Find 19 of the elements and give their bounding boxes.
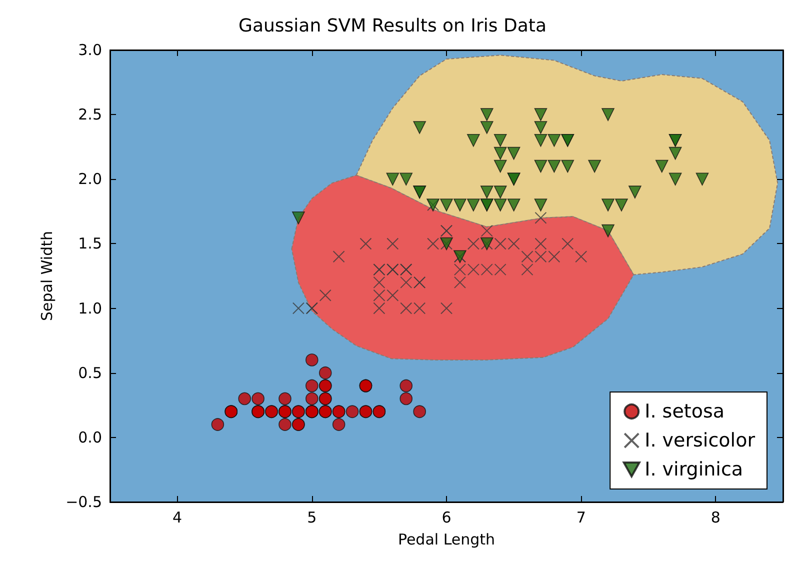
- x-tick-label: 7: [576, 508, 586, 526]
- legend-label: I. versicolor: [644, 430, 756, 452]
- chart-title: Gaussian SVM Results on Iris Data: [238, 16, 546, 36]
- x-tick-label: 4: [172, 508, 182, 526]
- x-tick-label: 5: [307, 508, 317, 526]
- y-tick-label: 0.5: [78, 364, 102, 382]
- y-tick-label: 2.5: [78, 106, 102, 124]
- legend-label: I. virginica: [644, 458, 744, 480]
- y-tick-label: 1.0: [78, 299, 102, 318]
- legend-label: I. setosa: [644, 400, 724, 422]
- y-axis-title: Sepal Width: [38, 231, 56, 321]
- y-tick-label: 1.5: [78, 234, 102, 253]
- y-tick-label: 3.0: [78, 41, 102, 59]
- y-tick-label: −0.5: [66, 493, 102, 511]
- x-tick-label: 8: [710, 508, 720, 526]
- x-tick-label: 6: [442, 508, 452, 526]
- x-axis-title: Pedal Length: [398, 530, 496, 548]
- y-tick-label: 0.0: [78, 428, 102, 446]
- y-tick-label: 2.0: [78, 170, 102, 188]
